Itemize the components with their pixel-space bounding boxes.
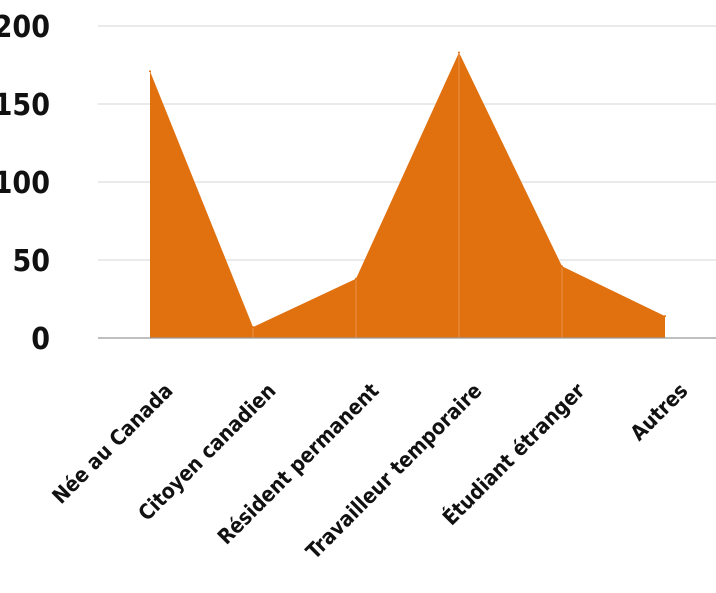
y-tick-label: 0 bbox=[31, 322, 50, 357]
data-point bbox=[252, 326, 254, 329]
data-point bbox=[149, 70, 151, 73]
y-tick-label: 150 bbox=[0, 88, 50, 123]
y-tick-label: 50 bbox=[12, 244, 50, 279]
y-axis: 0 50 100 150 200 bbox=[0, 10, 50, 357]
y-tick-label: 200 bbox=[0, 10, 50, 45]
x-tick-label: Autres bbox=[626, 379, 693, 446]
data-point bbox=[664, 315, 666, 318]
series-area bbox=[149, 51, 666, 339]
y-tick-label: 100 bbox=[0, 166, 50, 201]
data-point bbox=[458, 51, 460, 54]
data-point bbox=[355, 277, 357, 280]
area-fill bbox=[150, 52, 665, 339]
data-point bbox=[561, 265, 563, 268]
x-tick-label: Travailleur temporaire bbox=[301, 379, 486, 564]
